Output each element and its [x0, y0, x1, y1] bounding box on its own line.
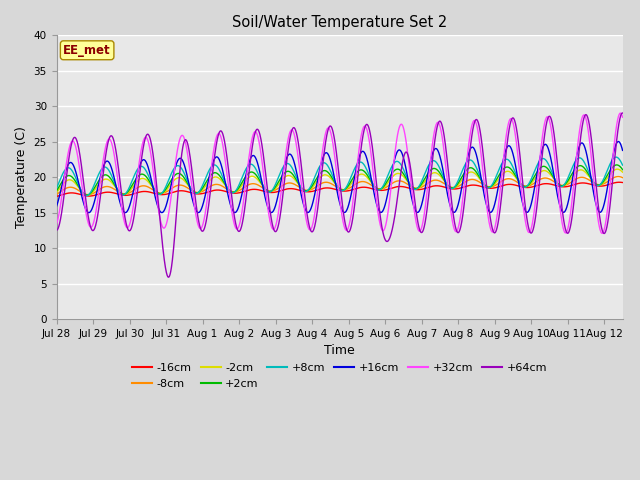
Text: EE_met: EE_met — [63, 44, 111, 57]
Y-axis label: Temperature (C): Temperature (C) — [15, 126, 28, 228]
Title: Soil/Water Temperature Set 2: Soil/Water Temperature Set 2 — [232, 15, 447, 30]
X-axis label: Time: Time — [324, 344, 355, 357]
Legend: -16cm, -8cm, -2cm, +2cm, +8cm, +16cm, +32cm, +64cm: -16cm, -8cm, -2cm, +2cm, +8cm, +16cm, +3… — [128, 359, 551, 393]
